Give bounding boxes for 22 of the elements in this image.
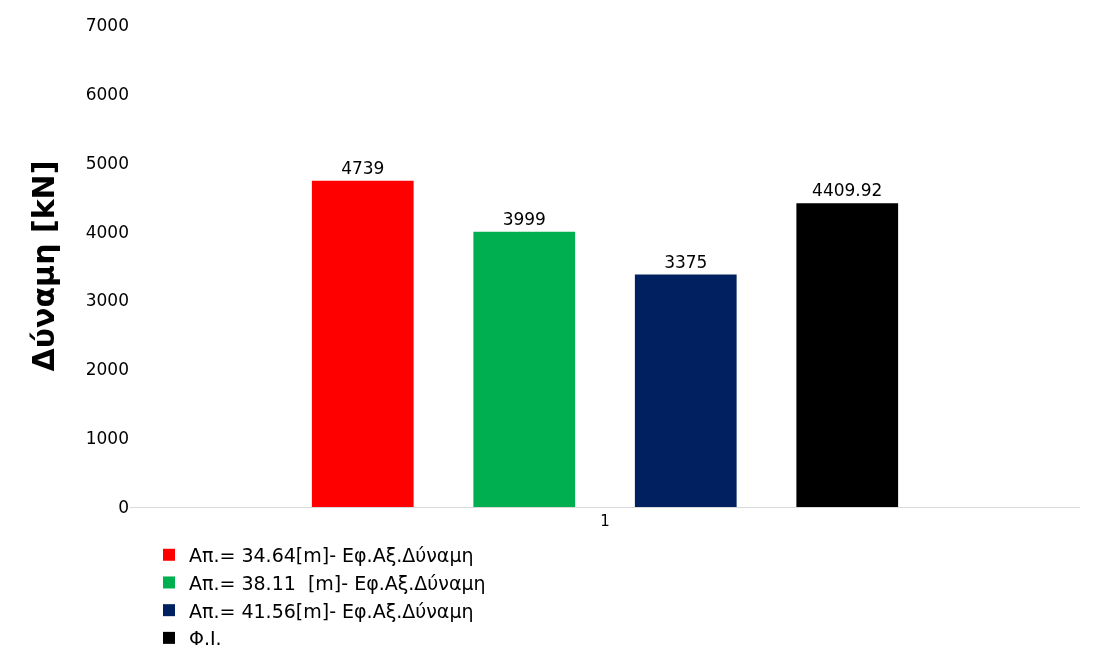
legend-label: Απ.= 38.11 [m]- Εφ.Αξ.Δύναμη — [189, 571, 486, 594]
data-label: 4409.92 — [812, 180, 883, 201]
y-axis-title: Δύναμη [kN] — [25, 160, 61, 372]
legend-label: Απ.= 34.64[m]- Εφ.Αξ.Δύναμη — [189, 544, 474, 567]
y-tick-label: 7000 — [85, 14, 129, 35]
data-label: 3999 — [502, 208, 546, 229]
data-label: 3375 — [664, 251, 708, 272]
x-tick-label: 1 — [600, 512, 610, 530]
y-tick-label: 6000 — [85, 83, 129, 104]
legend-label: Απ.= 41.56[m]- Εφ.Αξ.Δύναμη — [189, 599, 474, 622]
y-tick-label: 1000 — [85, 428, 129, 449]
bar — [634, 274, 737, 507]
y-tick-label: 3000 — [85, 290, 129, 311]
y-tick-label: 4000 — [85, 221, 129, 242]
bar — [796, 203, 899, 507]
legend-label: Φ.Ι. — [189, 627, 222, 650]
y-tick-label: 0 — [118, 496, 129, 517]
y-tick-label: 5000 — [85, 152, 129, 173]
y-tick-label: 2000 — [85, 359, 129, 380]
bar — [473, 231, 576, 507]
data-label: 4739 — [341, 157, 385, 178]
bar — [311, 180, 414, 507]
